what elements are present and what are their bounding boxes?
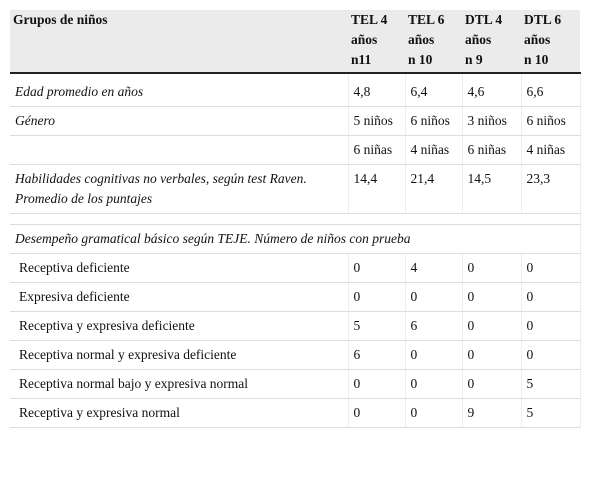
data-table: Grupos de niños TEL 4 años n11 TEL 6 años n …: [10, 10, 581, 428]
value-cell: 6 niñas: [348, 135, 406, 165]
table-row: [10, 213, 581, 225]
header-n: n 10: [408, 52, 433, 67]
header-cell: Grupos de niños: [10, 10, 348, 74]
table-row: Receptiva y expresiva deficiente 5 6 0 0: [10, 311, 581, 341]
value-cell: 5 niños: [348, 106, 406, 136]
table-row: Habilidades cognitivas no verbales, segú…: [10, 164, 581, 214]
table-row: Receptiva y expresiva normal 0 0 9 5: [10, 398, 581, 428]
value-cell: 21,4: [405, 164, 463, 214]
row-label: Receptiva y expresiva deficiente: [10, 311, 349, 341]
header-cell: TEL 4 años n11: [348, 10, 405, 74]
value-cell: 0: [521, 253, 581, 283]
header-label: TEL 4 años: [351, 12, 388, 47]
header-n: n 10: [524, 52, 549, 67]
table-row: Expresiva deficiente 0 0 0 0: [10, 282, 581, 312]
table-row: 6 niñas 4 niñas 6 niñas 4 niñas: [10, 135, 581, 165]
value-cell: 6: [348, 340, 406, 370]
value-cell: 0: [462, 311, 522, 341]
value-cell: 0: [462, 253, 522, 283]
value-cell: 0: [462, 282, 522, 312]
value-cell: 0: [405, 398, 463, 428]
header-label: Grupos de niños: [13, 12, 108, 27]
header-n: n11: [351, 52, 372, 67]
table-body: Edad promedio en años 4,8 6,4 4,6 6,6 Género 5…: [10, 73, 581, 428]
value-cell: 0: [521, 340, 581, 370]
value-cell: 4: [405, 253, 463, 283]
row-label: Desempeño gramatical básico según TEJE. …: [10, 224, 581, 254]
table-row: Género 5 niños 6 niños 3 niños 6 niños: [10, 106, 581, 136]
value-cell: 0: [462, 369, 522, 399]
row-label: Habilidades cognitivas no verbales, segú…: [10, 164, 349, 214]
value-cell: 0: [521, 282, 581, 312]
header-cell: TEL 6 años n 10: [405, 10, 462, 74]
row-label: Receptiva normal bajo y expresiva normal: [10, 369, 349, 399]
value-cell: 0: [405, 282, 463, 312]
value-cell: 14,5: [462, 164, 522, 214]
value-cell: 0: [405, 369, 463, 399]
value-cell: 4,6: [462, 73, 522, 107]
value-cell: 6 niños: [405, 106, 463, 136]
table-row: Receptiva normal y expresiva deficiente 6…: [10, 340, 581, 370]
header-label: DTL 6 años: [524, 12, 562, 47]
value-cell: 5: [348, 311, 406, 341]
value-cell: 0: [521, 311, 581, 341]
value-cell: 4 niñas: [521, 135, 581, 165]
value-cell: 5: [521, 398, 581, 428]
value-cell: 3 niños: [462, 106, 522, 136]
value-cell: 6 niñas: [462, 135, 522, 165]
row-label: Expresiva deficiente: [10, 282, 349, 312]
empty-cell: [10, 135, 349, 165]
table-header: Grupos de niños TEL 4 años n11 TEL 6 años n …: [10, 10, 580, 74]
header-label: TEL 6 años: [408, 12, 445, 47]
value-cell: 6: [405, 311, 463, 341]
table-row: Receptiva deficiente 0 4 0 0: [10, 253, 581, 283]
value-cell: 4 niñas: [405, 135, 463, 165]
header-cell: DTL 4 años n 9: [462, 10, 521, 74]
value-cell: 0: [405, 340, 463, 370]
value-cell: 0: [348, 282, 406, 312]
row-label: Receptiva y expresiva normal: [10, 398, 349, 428]
value-cell: 9: [462, 398, 522, 428]
row-label: Edad promedio en años: [10, 73, 349, 107]
value-cell: 6,4: [405, 73, 463, 107]
table-row: Receptiva normal bajo y expresiva normal…: [10, 369, 581, 399]
header-n: n 9: [465, 52, 483, 67]
value-cell: 23,3: [521, 164, 581, 214]
value-cell: 6 niños: [521, 106, 581, 136]
header-row: Grupos de niños TEL 4 años n11 TEL 6 años n …: [10, 10, 580, 74]
value-cell: 0: [462, 340, 522, 370]
header-cell: DTL 6 años n 10: [521, 10, 580, 74]
row-label: Género: [10, 106, 349, 136]
header-label: DTL 4 años: [465, 12, 503, 47]
value-cell: 0: [348, 369, 406, 399]
value-cell: 5: [521, 369, 581, 399]
value-cell: 6,6: [521, 73, 581, 107]
spacer-cell: [10, 213, 581, 225]
value-cell: 0: [348, 253, 406, 283]
value-cell: 4,8: [348, 73, 406, 107]
row-label: Receptiva normal y expresiva deficiente: [10, 340, 349, 370]
table-row: Desempeño gramatical básico según TEJE. …: [10, 224, 581, 254]
row-label: Receptiva deficiente: [10, 253, 349, 283]
table-row: Edad promedio en años 4,8 6,4 4,6 6,6: [10, 73, 581, 107]
value-cell: 14,4: [348, 164, 406, 214]
value-cell: 0: [348, 398, 406, 428]
